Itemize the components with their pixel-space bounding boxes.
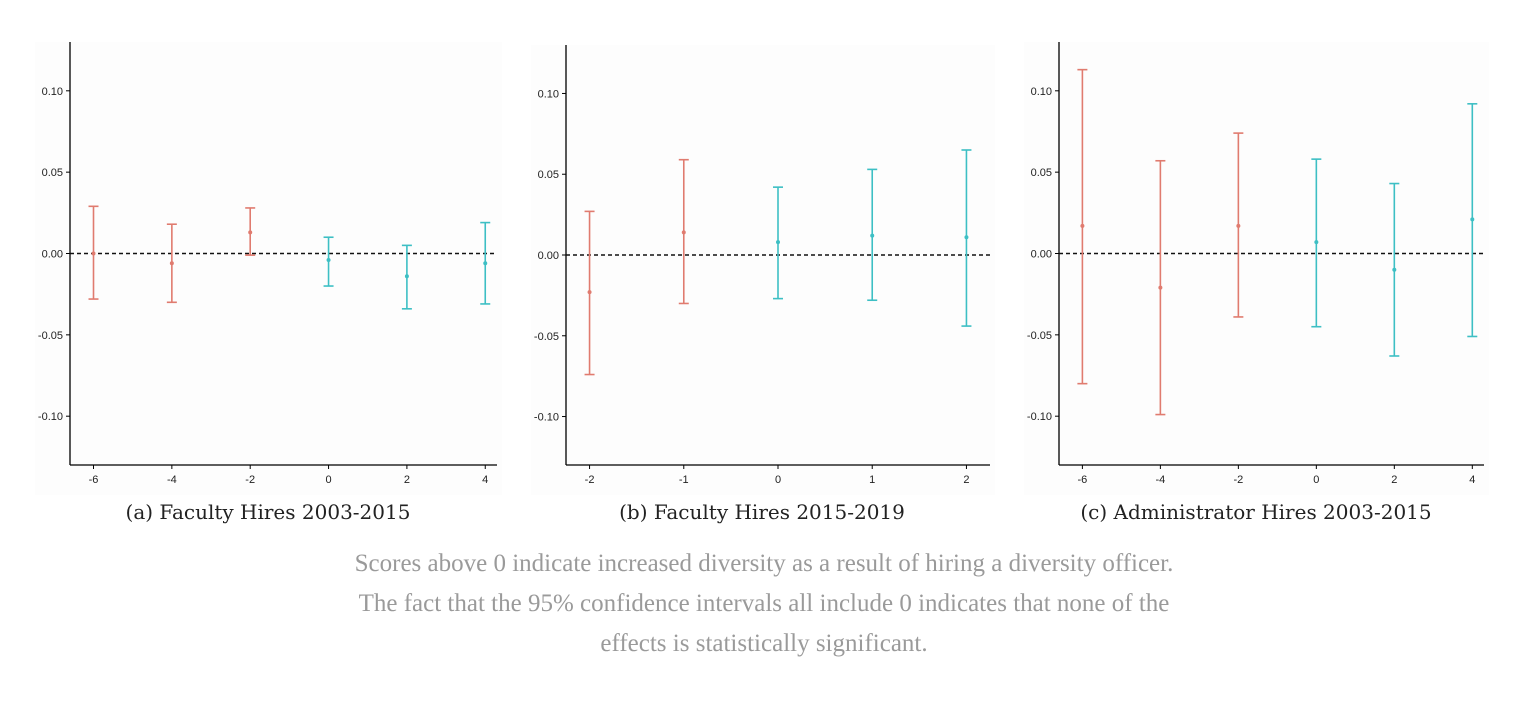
point-estimate bbox=[1392, 267, 1397, 272]
point-estimate bbox=[1314, 240, 1319, 245]
panel-b-faculty-2015-2019: 0.10 0.05 0.00 -0.05 -0.10 -2 -1 0 1 2 bbox=[531, 45, 995, 495]
point-estimate bbox=[776, 240, 780, 245]
panel-a-faculty-2003-2015: 0.10 0.05 0.00 -0.05 -0.10 -6 -4 -2 0 2 4 bbox=[35, 42, 502, 495]
figure-note: Scores above 0 indicate increased divers… bbox=[214, 544, 1314, 664]
x-tick-label: 1 bbox=[869, 474, 875, 486]
x-tick-label: -1 bbox=[679, 474, 689, 486]
point-estimate bbox=[404, 274, 409, 279]
error-bar bbox=[401, 244, 412, 310]
x-tick-label: -2 bbox=[1233, 474, 1243, 486]
x-tick-label: 0 bbox=[775, 474, 781, 486]
point-estimate bbox=[483, 261, 488, 266]
y-tick-label: 0.00 bbox=[42, 249, 63, 261]
y-tick-label: -0.05 bbox=[38, 330, 63, 342]
error-bar bbox=[166, 223, 177, 304]
error-bar bbox=[245, 207, 256, 256]
point-estimate bbox=[248, 230, 253, 235]
figure-note-line-1: Scores above 0 indicate increased divers… bbox=[354, 550, 1174, 577]
error-bar bbox=[867, 168, 878, 302]
error-bar bbox=[584, 210, 595, 376]
point-estimate bbox=[169, 261, 174, 266]
y-tick-label: -0.05 bbox=[1027, 330, 1052, 342]
error-bar bbox=[1311, 158, 1322, 328]
error-bar bbox=[1233, 132, 1244, 318]
point-estimate bbox=[587, 290, 592, 295]
y-tick-label: 0.00 bbox=[538, 250, 559, 262]
point-estimate bbox=[870, 233, 875, 238]
y-tick-label: 0.05 bbox=[538, 169, 559, 181]
error-bar bbox=[88, 205, 99, 300]
charts-figure: 0.10 0.05 0.00 -0.05 -0.10 -6 -4 -2 0 2 4 0.10 0.05… bbox=[35, 42, 1489, 495]
panel-b-caption: (b) Faculty Hires 2015-2019 bbox=[619, 500, 905, 524]
y-tick-label: -0.10 bbox=[1027, 411, 1052, 423]
x-tick-label: -2 bbox=[245, 474, 255, 486]
error-bar bbox=[961, 149, 972, 327]
y-tick-label: 0.05 bbox=[42, 167, 63, 179]
x-tick-label: 4 bbox=[1469, 474, 1475, 486]
y-tick-label: -0.10 bbox=[38, 411, 63, 423]
x-tick-label: 0 bbox=[1313, 474, 1319, 486]
panel-a-caption: (a) Faculty Hires 2003-2015 bbox=[125, 500, 411, 524]
point-estimate bbox=[1470, 217, 1475, 222]
error-bar bbox=[1467, 103, 1478, 338]
figure-note-line-3: effects is statistically significant. bbox=[600, 630, 928, 657]
point-estimate bbox=[326, 258, 331, 263]
y-tick-label: -0.10 bbox=[534, 412, 559, 424]
point-estimate bbox=[681, 230, 686, 235]
error-bar bbox=[1077, 68, 1088, 385]
point-estimate bbox=[91, 251, 96, 256]
x-tick-label: 2 bbox=[1391, 474, 1397, 486]
panel-c-caption: (c) Administrator Hires 2003-2015 bbox=[1080, 500, 1432, 524]
y-tick-label: 0.00 bbox=[1031, 249, 1052, 261]
y-tick-label: 0.05 bbox=[1031, 167, 1052, 179]
error-bar bbox=[773, 186, 783, 300]
point-estimate bbox=[1080, 223, 1085, 228]
x-tick-label: -4 bbox=[1155, 474, 1165, 486]
point-estimate bbox=[964, 235, 969, 240]
y-tick-label: 0.10 bbox=[1031, 86, 1052, 98]
x-tick-label: -2 bbox=[585, 474, 595, 486]
panel-background bbox=[35, 42, 502, 495]
x-tick-label: 2 bbox=[963, 474, 969, 486]
x-tick-label: 0 bbox=[325, 474, 331, 486]
panel-background bbox=[531, 45, 995, 495]
point-estimate bbox=[1236, 223, 1241, 228]
x-tick-label: 2 bbox=[404, 474, 410, 486]
x-tick-label: -4 bbox=[167, 474, 177, 486]
y-tick-label: 0.10 bbox=[42, 86, 63, 98]
x-tick-label: 4 bbox=[482, 474, 488, 486]
point-estimate bbox=[1158, 285, 1163, 290]
y-tick-label: 0.10 bbox=[538, 88, 559, 100]
panel-c-administrator-2003-2015: 0.10 0.05 0.00 -0.05 -0.10 -6 -4 -2 0 2 4 bbox=[1024, 42, 1489, 495]
y-tick-label: -0.05 bbox=[534, 331, 559, 343]
figure-note-line-2: The fact that the 95% confidence interva… bbox=[358, 590, 1170, 617]
x-tick-label: -6 bbox=[89, 474, 99, 486]
panel-background bbox=[1024, 42, 1489, 495]
error-bar bbox=[678, 158, 689, 305]
error-bar bbox=[1155, 159, 1166, 416]
error-bar bbox=[1389, 182, 1400, 357]
error-bar bbox=[323, 236, 334, 287]
error-bar bbox=[480, 221, 491, 305]
x-tick-label: -6 bbox=[1078, 474, 1088, 486]
